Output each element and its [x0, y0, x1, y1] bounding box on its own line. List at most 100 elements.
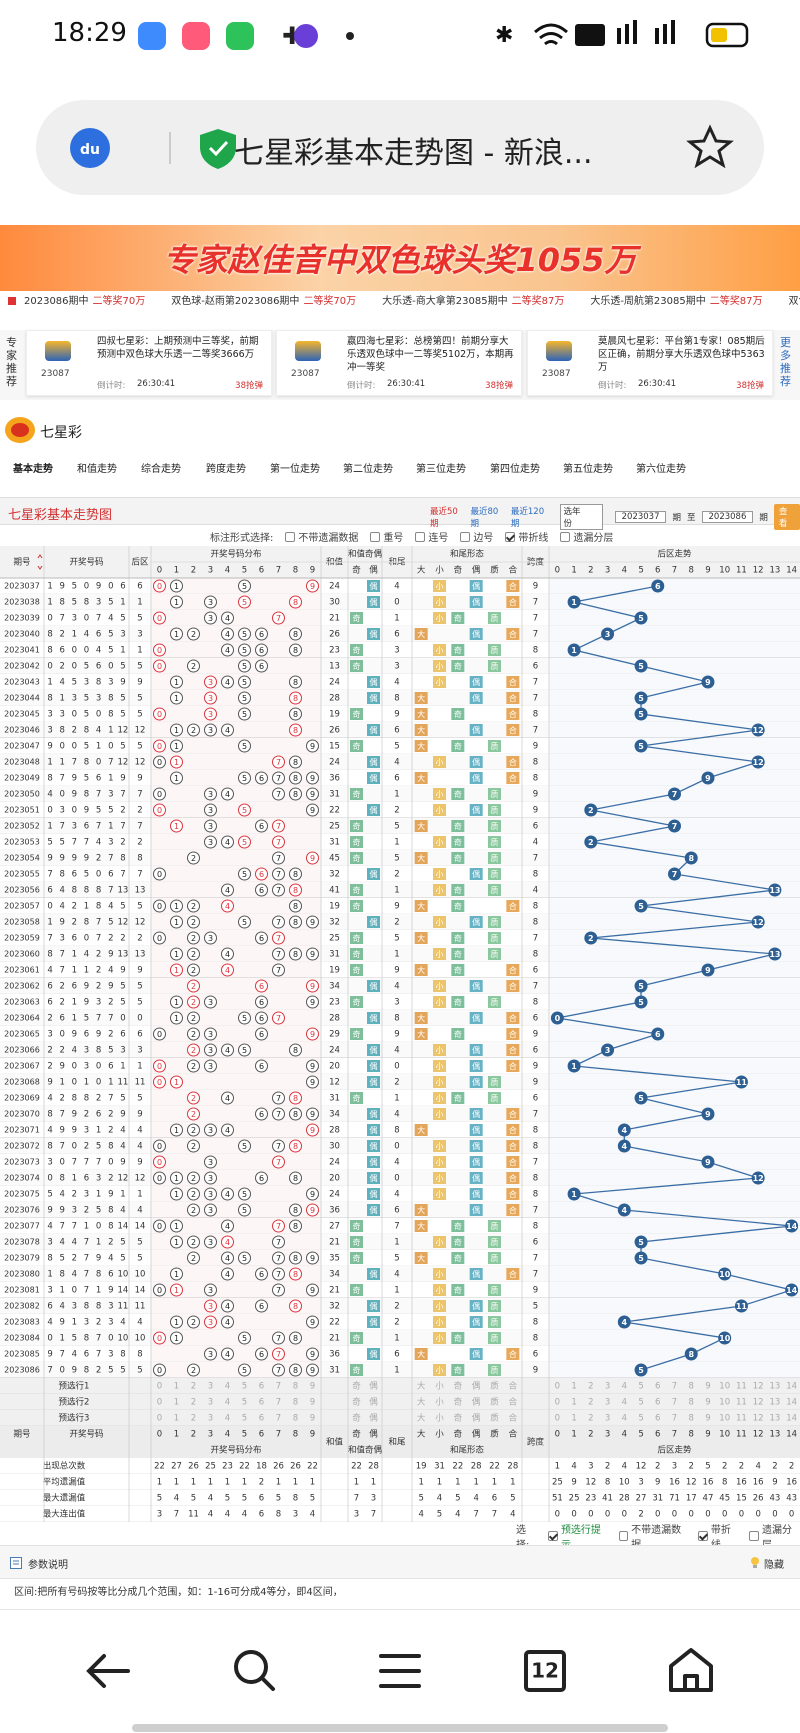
form-box	[433, 612, 446, 624]
dist-hit	[170, 1075, 183, 1089]
header-group: 和值奇偶	[348, 549, 382, 560]
dist-hit-label: 3	[208, 1206, 213, 1215]
trend-point	[567, 643, 581, 657]
dist-bg	[151, 802, 321, 818]
expert-card[interactable]: 23087 四叔七星彩：上期预测中三等奖，前期预测中双色球大乐透一二等奖3666万…	[26, 330, 272, 396]
dist-digit-label: 5	[242, 1430, 247, 1440]
period: 2023077	[4, 1222, 40, 1231]
form-value: 大	[417, 933, 425, 943]
winning-digit: 3	[84, 1126, 89, 1136]
dist-hit-label: 8	[293, 678, 298, 687]
range-link[interactable]: 最近80期	[470, 507, 499, 529]
bookmark-icon[interactable]	[686, 124, 734, 172]
form-value: 奇	[454, 1285, 462, 1295]
winning-digit: 0	[60, 742, 65, 752]
form-box	[451, 900, 465, 912]
checkbox-option[interactable]: 连号	[415, 529, 448, 544]
checkbox-option[interactable]: 遗漏分层	[560, 529, 613, 544]
options: 标注形式选择: 不带遗漏数据 重号 连号 边号 带折线 遗漏分层	[210, 529, 613, 544]
form-value: 小	[436, 1318, 444, 1327]
sum: 26	[329, 726, 340, 736]
checkbox-option[interactable]: 重号	[370, 529, 403, 544]
range-link[interactable]: 最近120期	[510, 507, 545, 529]
dist-hit-label: 9	[310, 1206, 315, 1215]
winning-digit: 5	[60, 838, 65, 848]
trend-digit-label: 6	[655, 1382, 660, 1392]
tab[interactable]: 第一位走势	[270, 464, 320, 475]
checkbox-option[interactable]: 边号	[460, 529, 493, 544]
dist-hit	[187, 627, 200, 641]
winning-digit: 1	[47, 1270, 52, 1280]
dist-hit-label: 8	[293, 710, 298, 719]
trend-point	[601, 627, 615, 641]
tab[interactable]: 第六位走势	[636, 464, 686, 475]
stat-value: 0	[555, 1510, 560, 1520]
experts-more[interactable]: 更多推荐	[780, 336, 791, 388]
dist-hit	[204, 819, 217, 833]
winning-digit: 5	[108, 598, 113, 608]
tab[interactable]: 第三位走势	[416, 464, 466, 475]
parity-value: 偶	[370, 581, 378, 591]
footer-header-group: 开奖号码分布	[210, 1445, 261, 1456]
trend-point-label: 7	[672, 822, 678, 831]
winning-digit: 4	[47, 1222, 52, 1232]
card-title: 四叔七星彩：上期预测中三等奖，前期预测中双色球大乐透一二等奖3666万	[97, 336, 259, 360]
tab[interactable]: 第二位走势	[343, 464, 393, 475]
span: 8	[533, 1222, 538, 1232]
tab[interactable]: 第五位走势	[563, 464, 613, 475]
banner[interactable]: 专家赵佳音中双色球头奖1055万	[0, 225, 800, 291]
stat-value: 43	[786, 1494, 797, 1504]
view-button[interactable]: 查看	[773, 504, 800, 530]
dist-hit-label: 2	[191, 998, 196, 1007]
tab[interactable]: 和值走势	[77, 464, 117, 475]
checkbox-option[interactable]: 不带遗漏数据	[285, 529, 358, 544]
tab[interactable]: 综合走势	[141, 464, 181, 475]
trend-digit-label: 8	[689, 1430, 694, 1440]
dist-hit	[187, 931, 200, 945]
address-bar[interactable]: du 七星彩基本走势图 - 新浪...	[36, 100, 764, 195]
ticker-item: 大乐透-商大拿第23085期中 二等奖87万	[382, 296, 564, 307]
params-hide[interactable]: 隐藏	[764, 1560, 784, 1571]
winning-back: 6	[120, 582, 125, 592]
form-value: 质	[491, 853, 499, 863]
dist-hit-label: 2	[191, 1062, 196, 1071]
from-input[interactable]: 2023037	[614, 511, 667, 523]
menu-button[interactable]	[379, 1654, 421, 1688]
form-box	[433, 644, 446, 656]
winning-digit: 4	[84, 630, 89, 640]
search-button[interactable]	[234, 1650, 275, 1691]
tabs-button[interactable]: 12	[524, 1650, 566, 1692]
trend-bg	[549, 690, 800, 706]
trend-digit-label: 7	[672, 1414, 677, 1424]
form-value: 偶	[472, 1077, 480, 1087]
form-box	[469, 1044, 483, 1056]
tab[interactable]: 基本走势	[13, 464, 53, 475]
parity-value: 偶	[370, 1077, 378, 1087]
year-select[interactable]: 选年份	[560, 504, 603, 530]
dist-hit-label: 9	[310, 1110, 315, 1119]
range-link[interactable]: 最近50期	[430, 507, 458, 529]
checkbox-option[interactable]: 带折线	[505, 529, 548, 544]
form-box	[414, 1252, 428, 1264]
dist-hit-label: 3	[208, 1158, 213, 1167]
dist-hit-label: 8	[293, 1222, 298, 1231]
stat-value: 2	[655, 1462, 660, 1472]
dist-hit	[306, 1075, 319, 1089]
to-input[interactable]: 2023086	[701, 511, 754, 523]
back-button[interactable]	[86, 1654, 130, 1688]
winning-digit: 5	[84, 774, 89, 784]
card-period: 23087	[41, 369, 70, 379]
tab[interactable]: 跨度走势	[206, 464, 246, 475]
parity-box	[367, 1268, 380, 1280]
form-value: 偶	[472, 629, 480, 639]
expert-card[interactable]: 23087 嬴四海七星彩：总榜第四！前期分享大乐透双色球中一二等奖5102万，本期…	[276, 330, 522, 396]
tab[interactable]: 第四位走势	[490, 464, 540, 475]
expert-card[interactable]: 23087 莫晨风七星彩：平台第1专家！085期后区正确，前期分享大乐透双色球中5…	[527, 330, 773, 396]
stat-value: 1	[225, 1478, 230, 1488]
winning-back: 8	[120, 1350, 125, 1360]
winning-digit: 7	[84, 1286, 89, 1296]
home-button[interactable]	[669, 1648, 713, 1692]
parity-box	[350, 1252, 363, 1264]
parity-value: 偶	[370, 981, 378, 991]
winning-digit: 1	[96, 1238, 101, 1248]
